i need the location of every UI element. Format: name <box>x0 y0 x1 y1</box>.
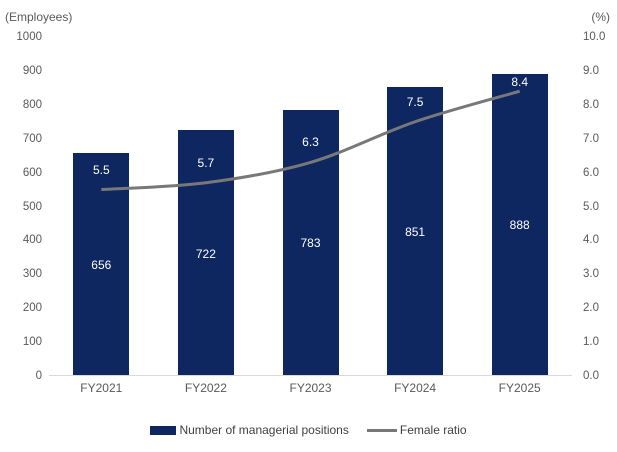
left-axis-tick: 500 <box>22 200 42 213</box>
right-axis-ticks: 0.0 1.0 2.0 3.0 4.0 5.0 6.0 7.0 8.0 9.0 10.0 <box>583 0 617 452</box>
line-series-label: Female ratio <box>399 423 467 437</box>
left-axis-tick: 700 <box>22 132 42 145</box>
right-axis-tick: 5.0 <box>583 200 599 213</box>
x-axis-label-fy2024: FY2024 <box>394 381 437 395</box>
bar-fy2024 <box>387 86 444 375</box>
right-axis-tick: 4.0 <box>583 234 599 247</box>
bars-layer <box>49 37 572 375</box>
plot-area: 656 5.5 722 5.7 783 6.3 851 7.5 888 8.4 <box>49 37 572 376</box>
right-axis-tick: 1.0 <box>583 336 599 349</box>
bar-fy2023 <box>282 109 339 375</box>
left-axis-title: (Employees) <box>5 10 73 24</box>
right-axis-tick: 9.0 <box>583 64 599 77</box>
female-ratio-line <box>101 89 521 192</box>
left-axis-tick: 300 <box>22 268 42 281</box>
left-axis-tick: 900 <box>22 64 42 77</box>
bar-fy2022 <box>177 130 234 375</box>
left-axis-tick: 0 <box>35 370 42 382</box>
right-axis-title: (%) <box>591 10 610 24</box>
left-axis-tick: 600 <box>22 166 42 179</box>
x-axis-label-fy2021: FY2021 <box>80 381 123 395</box>
legend: Number of managerial positions Female ra… <box>0 420 617 440</box>
bar-series-swatch <box>150 425 177 435</box>
x-axis-label-fy2023: FY2023 <box>289 381 332 395</box>
left-axis-tick: 100 <box>22 336 42 349</box>
x-axis-label-fy2025: FY2025 <box>498 381 541 395</box>
right-axis-tick: 3.0 <box>583 268 599 281</box>
x-axis-labels: FY2021 FY2022 FY2023 FY2024 FY2025 <box>49 381 572 397</box>
female-ratio-line-path <box>101 89 521 192</box>
right-axis-tick: 10.0 <box>583 31 606 43</box>
right-axis-tick: 8.0 <box>583 98 599 111</box>
right-axis-tick: 7.0 <box>583 132 599 145</box>
line-series-swatch <box>366 428 397 432</box>
right-axis-tick: 2.0 <box>583 302 599 315</box>
left-axis-tick: 400 <box>22 234 42 247</box>
left-axis-tick: 800 <box>22 98 42 111</box>
left-axis-ticks: 0 100 200 300 400 500 600 700 800 900 1000 <box>0 0 42 452</box>
left-axis-tick: 200 <box>22 302 42 315</box>
bar-series-label: Number of managerial positions <box>179 423 349 437</box>
right-axis-tick: 6.0 <box>583 166 599 179</box>
x-axis-label-fy2022: FY2022 <box>184 381 227 395</box>
bar-fy2025 <box>491 73 548 375</box>
right-axis-tick: 0.0 <box>583 370 599 382</box>
left-axis-tick: 1000 <box>16 31 42 43</box>
